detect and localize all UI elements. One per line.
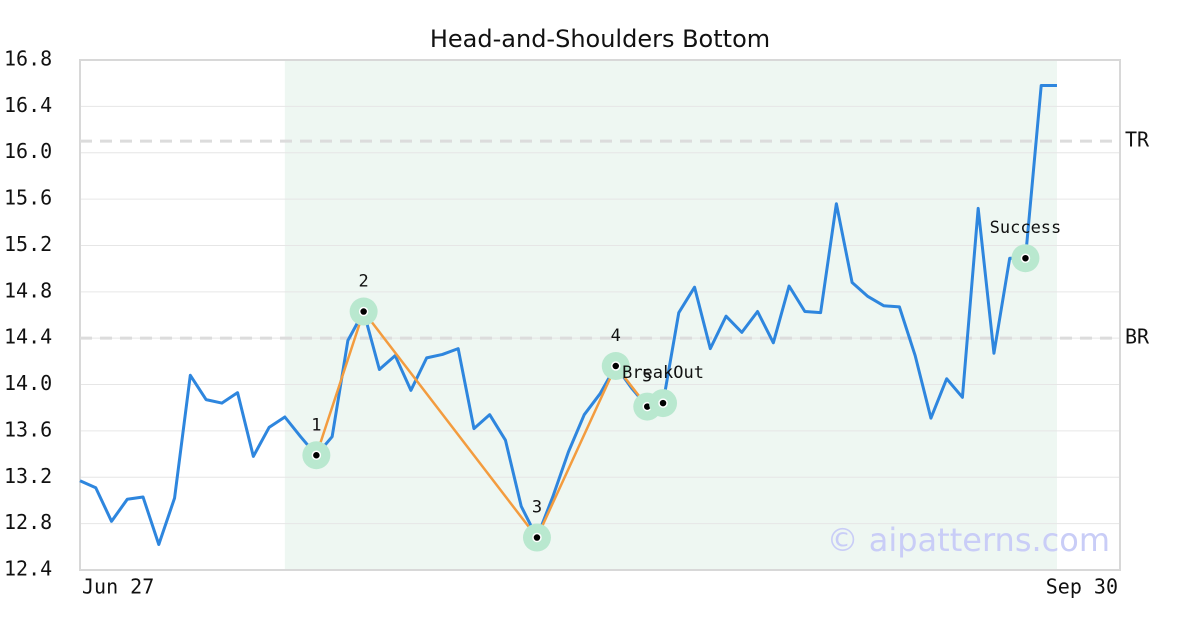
event-label: Success (990, 218, 1062, 238)
pattern-point-dot (532, 532, 542, 543)
y-tick-label: 15.6 (4, 186, 52, 210)
y-tick-label: 16.0 (4, 139, 52, 163)
pattern-label: 1 (311, 415, 321, 435)
pattern-label: 5 (642, 367, 652, 387)
y-tick-label: 15.2 (4, 232, 52, 256)
plot-frame (79, 59, 1121, 571)
y-tick-label: 16.8 (4, 47, 52, 71)
y-tick-label: 14.0 (4, 371, 52, 395)
y-tick-label: 12.4 (4, 557, 52, 581)
x-tick-label: Jun 27 (82, 575, 154, 599)
x-tick-label: Sep 30 (1046, 575, 1118, 599)
pattern-point-dot (358, 306, 369, 317)
pattern-point-dot (611, 361, 621, 371)
pattern-label: 3 (532, 498, 542, 518)
event-point-dot (658, 398, 668, 408)
pattern-label: 4 (611, 326, 621, 346)
y-tick-label: 14.4 (4, 325, 52, 349)
y-tick-label: 13.2 (4, 464, 52, 488)
pattern-region (284, 60, 1057, 570)
watermark: © aipatterns.com (827, 521, 1110, 559)
price-line (79, 84, 1057, 546)
y-tick-label: 16.4 (4, 93, 52, 117)
pattern-label: 2 (359, 272, 369, 292)
level-label: BR (1125, 325, 1150, 349)
y-tick-label: 12.8 (4, 510, 52, 534)
chart-title: Head-and-Shoulders Bottom (430, 25, 770, 53)
y-tick-label: 14.8 (4, 278, 52, 302)
event-point-dot (1020, 253, 1031, 263)
event-label: BreakOut (622, 363, 704, 383)
pattern-point-dot (311, 450, 322, 460)
y-tick-label: 13.6 (4, 417, 52, 441)
level-label: TR (1125, 128, 1150, 152)
